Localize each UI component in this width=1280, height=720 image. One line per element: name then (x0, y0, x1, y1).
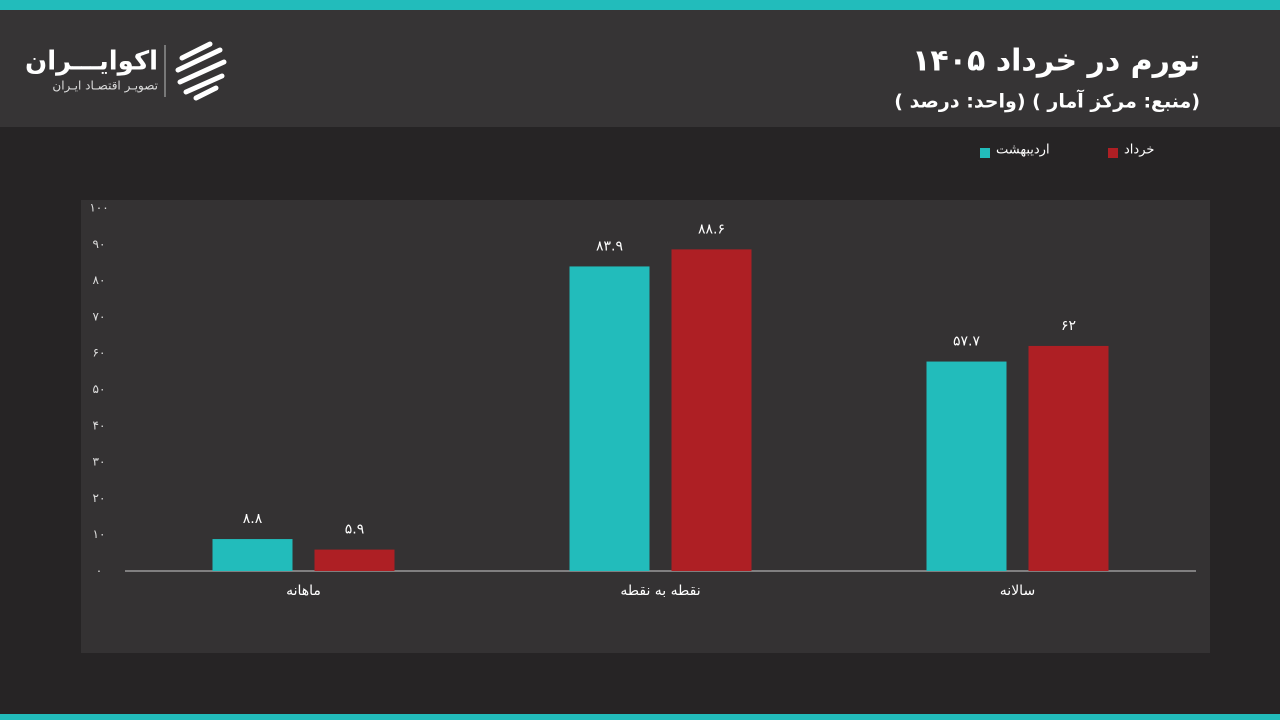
bottom-bar (0, 714, 1280, 720)
value-label: ۵۷.۷ (953, 334, 980, 350)
legend-label: اردیبهشت (996, 143, 1050, 158)
y-tick-label: ۰ (96, 564, 102, 578)
legend-swatch (980, 148, 990, 158)
bar (314, 549, 395, 571)
y-tick-label: ۸۰ (93, 273, 106, 287)
value-label: ۵.۹ (345, 522, 365, 538)
x-tick-label: ماهانه (286, 583, 321, 599)
y-tick-label: ۴۰ (93, 418, 106, 432)
bar (671, 249, 752, 571)
bar (926, 361, 1007, 571)
brand-tagline: تصویـر اقتصـاد ایـران (52, 79, 158, 94)
y-tick-label: ۲۰ (93, 491, 106, 505)
y-tick-label: ۱۰ (93, 527, 106, 541)
y-tick-label: ۳۰ (93, 455, 106, 469)
x-tick-label: سالانه (1000, 583, 1035, 599)
legend-swatch (1108, 148, 1118, 158)
bar (1028, 345, 1109, 571)
legend-label: خرداد (1124, 143, 1154, 158)
brand-name: اکوایـــران (25, 47, 158, 77)
chart-title: تورم در خرداد ۱۴۰۵ (912, 44, 1200, 79)
logo-icon (175, 41, 227, 101)
value-label: ۸۳.۹ (596, 238, 623, 254)
bar (569, 266, 650, 571)
x-tick-label: نقطه به نقطه (620, 583, 700, 599)
value-label: ۸.۸ (243, 511, 263, 527)
bar (212, 539, 293, 571)
y-tick-label: ۶۰ (93, 346, 106, 360)
chart-subtitle: ( واحد: درصد) ( منبع: مرکز آمار) (894, 89, 1200, 113)
value-label: ۸۸.۶ (698, 221, 725, 237)
y-tick-label: ۷۰ (93, 309, 106, 323)
value-label: ۶۲ (1061, 318, 1076, 334)
y-tick-label: ۵۰ (93, 382, 106, 396)
top-bar (0, 0, 1280, 10)
y-tick-label: ۹۰ (93, 237, 106, 251)
y-tick-label: ۱۰۰ (89, 201, 108, 215)
